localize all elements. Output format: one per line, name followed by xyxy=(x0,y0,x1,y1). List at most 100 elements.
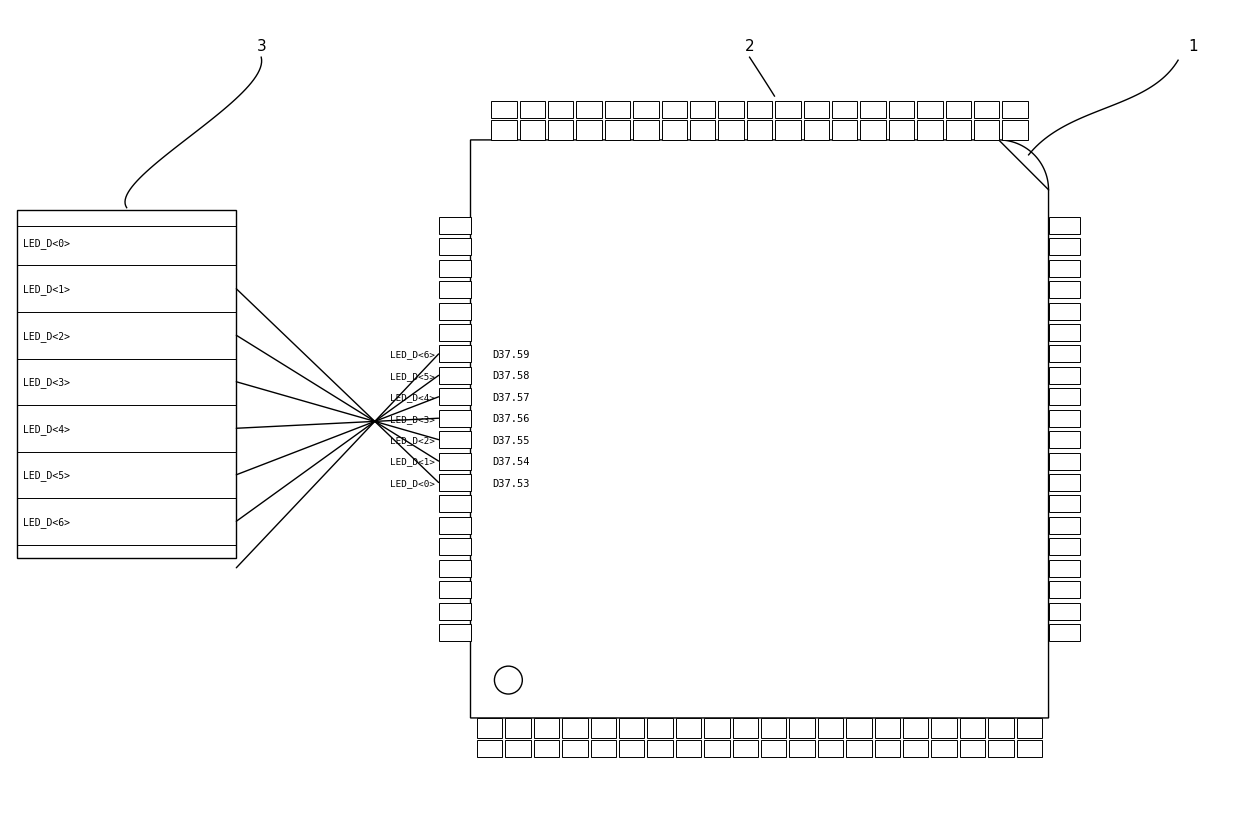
Bar xyxy=(17,210,237,559)
Bar xyxy=(1048,432,1080,449)
Bar xyxy=(732,718,758,738)
Text: D37.53: D37.53 xyxy=(492,478,530,488)
Bar xyxy=(605,121,631,141)
Bar xyxy=(439,539,471,555)
Bar xyxy=(1048,324,1080,342)
Bar xyxy=(633,121,659,141)
Bar xyxy=(1048,346,1080,363)
Bar xyxy=(506,718,530,738)
Bar xyxy=(576,121,602,141)
Bar xyxy=(439,474,471,491)
Bar xyxy=(439,560,471,577)
Bar xyxy=(989,740,1014,757)
Bar xyxy=(439,346,471,363)
Bar xyxy=(761,740,787,757)
Bar xyxy=(506,740,530,757)
Bar xyxy=(439,432,471,449)
Bar xyxy=(439,581,471,599)
Text: D37.57: D37.57 xyxy=(492,392,530,402)
Bar xyxy=(591,740,616,757)
Bar xyxy=(491,102,517,119)
Bar xyxy=(1002,102,1028,119)
Bar xyxy=(846,718,872,738)
Text: LED_D<3>: LED_D<3> xyxy=(389,414,435,423)
Bar xyxy=(439,218,471,234)
Text: LED_D<1>: LED_D<1> xyxy=(389,457,435,466)
Bar xyxy=(719,102,743,119)
Text: 3: 3 xyxy=(256,38,266,54)
Bar xyxy=(1048,260,1080,278)
Bar xyxy=(439,389,471,405)
Bar xyxy=(888,102,914,119)
Bar xyxy=(620,718,644,738)
Bar xyxy=(1048,303,1080,320)
Bar xyxy=(1048,539,1080,555)
Bar xyxy=(534,740,559,757)
Bar xyxy=(974,121,1000,141)
Bar xyxy=(1048,368,1080,384)
Text: LED_D<1>: LED_D<1> xyxy=(24,284,71,295)
Bar xyxy=(519,121,545,141)
Text: LED_D<2>: LED_D<2> xyxy=(24,330,71,342)
Bar xyxy=(439,518,471,534)
Circle shape xyxy=(494,667,523,695)
Bar xyxy=(605,102,631,119)
Bar xyxy=(648,740,673,757)
Bar xyxy=(804,121,829,141)
Bar xyxy=(439,239,471,256)
Bar xyxy=(620,740,644,757)
Text: D37.58: D37.58 xyxy=(492,371,530,381)
Bar xyxy=(833,121,857,141)
Bar xyxy=(917,102,943,119)
Bar xyxy=(719,121,743,141)
Bar xyxy=(945,102,971,119)
Bar xyxy=(989,718,1014,738)
Bar xyxy=(917,121,943,141)
Bar xyxy=(1048,624,1080,641)
Bar xyxy=(860,102,886,119)
Text: D37.56: D37.56 xyxy=(492,414,530,423)
Bar xyxy=(945,121,971,141)
Bar xyxy=(960,740,985,757)
Bar xyxy=(833,102,857,119)
Bar xyxy=(747,102,772,119)
Text: LED_D<2>: LED_D<2> xyxy=(389,436,435,445)
Bar xyxy=(903,740,928,757)
Bar xyxy=(932,718,957,738)
Bar xyxy=(1002,121,1028,141)
Bar xyxy=(1048,389,1080,405)
Bar xyxy=(846,740,872,757)
Bar xyxy=(1017,740,1042,757)
Text: 2: 2 xyxy=(745,38,755,54)
Bar xyxy=(818,740,844,757)
Bar xyxy=(932,740,957,757)
Bar xyxy=(789,740,815,757)
Text: D37.54: D37.54 xyxy=(492,456,530,467)
Bar xyxy=(789,718,815,738)
Bar xyxy=(439,603,471,620)
Bar xyxy=(1048,474,1080,491)
Bar xyxy=(662,102,686,119)
Bar xyxy=(548,121,574,141)
Text: D37.55: D37.55 xyxy=(492,435,530,445)
Bar xyxy=(1048,410,1080,428)
Bar xyxy=(818,718,844,738)
Bar xyxy=(776,121,800,141)
Bar xyxy=(690,102,715,119)
Text: LED_D<3>: LED_D<3> xyxy=(24,377,71,387)
Bar xyxy=(439,624,471,641)
Bar xyxy=(974,102,1000,119)
Bar xyxy=(776,102,800,119)
Bar xyxy=(477,718,502,738)
Bar xyxy=(591,718,616,738)
Bar xyxy=(860,121,886,141)
Bar xyxy=(1048,581,1080,599)
Bar xyxy=(690,121,715,141)
Bar xyxy=(563,718,587,738)
Bar xyxy=(875,718,900,738)
Bar xyxy=(477,740,502,757)
Text: LED_D<6>: LED_D<6> xyxy=(389,350,435,359)
Bar xyxy=(704,718,730,738)
Text: D37.59: D37.59 xyxy=(492,350,530,360)
Bar xyxy=(439,282,471,299)
